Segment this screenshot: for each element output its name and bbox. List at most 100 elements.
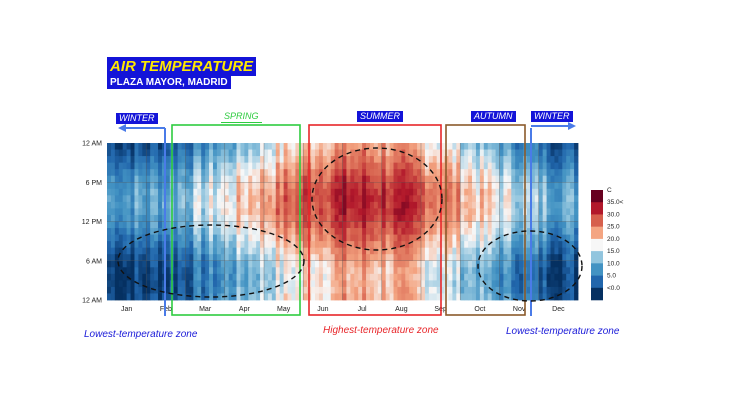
heatmap-cell (562, 156, 567, 164)
heatmap-cell (542, 188, 547, 196)
heatmap-cell (460, 267, 465, 275)
heatmap-cell (326, 273, 332, 281)
heatmap-cell (503, 280, 508, 288)
heatmap-cell (248, 195, 253, 203)
heatmap-cell (428, 267, 434, 275)
heatmap-cell (118, 214, 124, 222)
heatmap-cell (326, 254, 332, 262)
heatmap-cell (334, 241, 339, 249)
heatmap-cell (165, 228, 171, 235)
heatmap-cell (381, 228, 387, 235)
heatmap-cell (299, 182, 304, 190)
heatmap-cell (322, 149, 328, 157)
heatmap-cell (201, 273, 206, 281)
heatmap-cell (114, 169, 120, 177)
heatmap-cell (393, 195, 398, 203)
heatmap-cell (417, 208, 422, 216)
heatmap-cell (350, 234, 355, 242)
heatmap-cell (479, 247, 485, 255)
heatmap-cell (181, 156, 186, 164)
heatmap-cell (181, 293, 186, 301)
heatmap-cell (240, 188, 245, 196)
heatmap-cell (385, 247, 391, 255)
heatmap-cell (110, 234, 116, 242)
heatmap-cell (456, 254, 461, 262)
heatmap-cell (546, 234, 551, 242)
heatmap-cell (220, 221, 226, 229)
heatmap-cell (177, 267, 182, 275)
heatmap-cell (126, 208, 131, 216)
heatmap-cell (275, 149, 281, 157)
heatmap-cell (562, 201, 567, 209)
heatmap-cell (381, 280, 387, 288)
heatmap-cell (209, 286, 214, 294)
heatmap-cell (252, 293, 257, 301)
heatmap-cell (271, 149, 277, 157)
heatmap-cell (165, 149, 171, 157)
heatmap-cell (244, 169, 249, 177)
heatmap-cell (366, 273, 371, 281)
heatmap-cell (197, 286, 202, 294)
heatmap-cell (546, 241, 551, 249)
heatmap-cell (252, 214, 257, 222)
heatmap-cell (330, 195, 336, 203)
heatmap-cell (138, 182, 143, 190)
heatmap-cell (511, 149, 516, 157)
heatmap-cell (185, 149, 190, 157)
heatmap-cell (287, 195, 292, 203)
heatmap-cell (460, 234, 465, 242)
heatmap-cell (122, 260, 128, 268)
heatmap-cell (236, 195, 241, 203)
heatmap-cell (240, 241, 245, 249)
heatmap-cell (460, 241, 465, 249)
heatmap-cell (381, 241, 387, 249)
heatmap-cell (550, 260, 555, 268)
heatmap-cell (114, 188, 120, 196)
heatmap-cell (264, 201, 269, 209)
heatmap-cell (114, 228, 120, 235)
heatmap-cell (424, 182, 430, 190)
heatmap-cell (507, 208, 512, 216)
heatmap-cell (558, 182, 563, 190)
heatmap-cell (507, 162, 512, 170)
heatmap-cell (440, 156, 445, 164)
heatmap-cell (472, 234, 477, 242)
heatmap-cell (393, 149, 398, 157)
heatmap-cell (479, 208, 485, 216)
heatmap-cell (385, 208, 391, 216)
heatmap-cell (295, 260, 300, 268)
heatmap-cell (118, 273, 124, 281)
heatmap-cell (256, 188, 261, 196)
heatmap-cell (393, 280, 398, 288)
heatmap-cell (236, 286, 241, 294)
heatmap-cell (311, 156, 316, 164)
heatmap-cell (244, 254, 249, 262)
heatmap-cell (311, 241, 316, 249)
heatmap-cell (142, 143, 147, 150)
heatmap-cell (279, 149, 285, 157)
heatmap-cell (342, 241, 347, 249)
heatmap-cell (511, 195, 516, 203)
heatmap-cell (209, 175, 214, 183)
heatmap-cell (165, 234, 171, 242)
heatmap-cell (205, 241, 210, 249)
heatmap-cell (530, 201, 536, 209)
heatmap-cell (472, 247, 477, 255)
colorbar-tick-label: 15.0 (607, 248, 620, 255)
heatmap-cell (177, 221, 182, 229)
heatmap-cell (546, 280, 551, 288)
heatmap-cell (472, 254, 477, 262)
heatmap-cell (338, 286, 343, 294)
heatmap-cell (479, 188, 485, 196)
heatmap-cell (393, 214, 398, 222)
heatmap-cell (197, 234, 202, 242)
heatmap-cell (185, 188, 190, 196)
heatmap-cell (165, 254, 171, 262)
heatmap-cell (181, 201, 186, 209)
heatmap-cell (448, 254, 453, 262)
heatmap-cell (456, 143, 461, 150)
heatmap-cell (224, 208, 230, 216)
heatmap-cell (550, 214, 555, 222)
heatmap-cell (472, 241, 477, 249)
heatmap-cell (417, 201, 422, 209)
